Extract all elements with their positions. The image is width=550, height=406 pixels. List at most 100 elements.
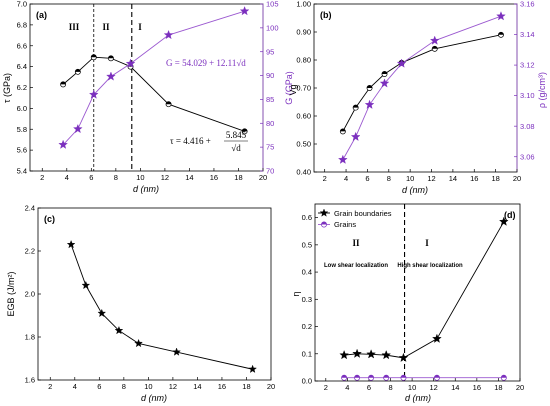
x-tick-label: 12 (427, 174, 435, 183)
data-point (498, 216, 509, 226)
x-tick-label: 4 (345, 383, 349, 392)
y2-tick-label: 3.14 (520, 30, 535, 39)
panel-c-label: (c) (44, 214, 55, 224)
data-point (81, 280, 91, 290)
x-tick-label: 2 (40, 173, 44, 182)
y2-tick-label: 3.08 (520, 122, 535, 131)
x-tick-label: 8 (122, 382, 126, 391)
x-tick-label: 14 (185, 173, 193, 182)
x-tick-label: 6 (365, 174, 369, 183)
data-point (500, 374, 507, 381)
data-point (114, 325, 124, 335)
y-tick-label: 0.40 (296, 168, 311, 177)
legend-marker-grain-boundaries (319, 208, 329, 217)
panel-a-label: (a) (36, 10, 47, 20)
y-tick-label: 1.8 (25, 333, 35, 342)
x-tick-label: 6 (89, 173, 93, 182)
x-tick-label: 10 (406, 174, 414, 183)
y-tick-label: 1.6 (25, 376, 35, 385)
data-point (496, 11, 506, 21)
x-tick-label: 2 (324, 383, 328, 392)
y2-tick-label: 80 (266, 119, 274, 128)
series-line (344, 221, 505, 359)
panel-d-region-i: I (425, 238, 429, 248)
x-tick-label: 14 (451, 383, 459, 392)
x-tick-label: 2 (323, 174, 327, 183)
x-tick-label: 16 (470, 174, 478, 183)
y2-tick-label: 3.16 (520, 0, 535, 9)
data-point (381, 350, 392, 360)
data-point (366, 85, 373, 91)
x-tick-label: 16 (218, 382, 226, 391)
y-tick-label: 0.70 (296, 84, 311, 93)
data-point (107, 55, 114, 62)
x-tick-label: 12 (161, 173, 169, 182)
panel-a-eq-g: G = 54.029 + 12.11√d (166, 58, 246, 68)
panel-a-region-ii: II (102, 22, 110, 32)
panel-a-eq-tau-den: √d (231, 143, 241, 153)
panel-a-y2label: G (GPa) (284, 71, 294, 105)
panel-c: 2 4 6 8 10 12 14 16 18 20 1.6 1.8 2.0 2.2 2.4 (c) EGB … (6, 204, 275, 403)
y-tick-label: 6.4 (17, 62, 27, 71)
panel-a-ylabel: τ (GPa) (2, 73, 12, 103)
data-point (163, 29, 174, 40)
y-tick-label: 0.60 (296, 112, 311, 121)
y-tick-label: 0.1 (302, 349, 312, 358)
y2-tick-label: 3.10 (520, 91, 535, 100)
x-tick-label: 4 (65, 173, 69, 182)
data-point (431, 45, 438, 52)
panel-a-eq-tau-prefix: τ = 4.416 + (170, 136, 211, 146)
y2-tick-label: 85 (266, 95, 274, 104)
data-point (241, 128, 248, 135)
y-tick-label: 0.80 (296, 56, 311, 65)
panel-c-xlabel: d (nm) (141, 393, 167, 403)
x-tick-label: 10 (408, 383, 416, 392)
y-tick-label: 6.8 (17, 20, 27, 29)
data-point (106, 71, 116, 81)
y-tick-label: 2.0 (25, 290, 35, 299)
y2-tick-label: 3.12 (520, 61, 535, 70)
x-tick-label: 12 (169, 382, 177, 391)
data-point (364, 99, 375, 109)
data-point (60, 81, 67, 88)
y-tick-label: 0.6 (302, 213, 312, 222)
data-point (248, 364, 257, 373)
y2-tick-label: 70 (266, 167, 274, 176)
y-tick-label: 0.3 (302, 295, 312, 304)
x-tick-label: 10 (136, 173, 144, 182)
y-tick-label: 0.5 (302, 240, 312, 249)
data-point (90, 54, 97, 61)
y2-tick-label: 105 (266, 0, 279, 9)
data-point (366, 349, 376, 359)
x-tick-label: 18 (494, 383, 502, 392)
x-tick-label: 12 (430, 383, 438, 392)
panel-d-xlabel: d (nm) (405, 393, 431, 403)
y-tick-label: 0.2 (302, 322, 312, 331)
legend-marker-grains (321, 221, 327, 228)
y-tick-label: 6.6 (17, 41, 27, 50)
panel-b-xlabel: d (nm) (402, 185, 428, 195)
data-point (338, 154, 348, 164)
data-point (498, 31, 504, 38)
x-tick-label: 18 (234, 173, 242, 182)
series-line (70, 244, 253, 370)
panel-a-eq-tau-num: 5.845 (226, 130, 247, 140)
data-point (398, 352, 409, 362)
data-point (383, 374, 390, 381)
y2-tick-label: 100 (266, 23, 279, 32)
panel-d-region-ii: II (352, 238, 360, 248)
panel-c-frame (37, 207, 272, 381)
x-tick-label: 20 (267, 382, 275, 391)
data-point (165, 101, 172, 108)
panel-b: 2 4 6 8 10 12 14 16 18 20 0.40 0.50 0.60 0.70 0.80 0.90… (288, 0, 547, 195)
panel-a: 2 4 6 8 10 12 14 16 18 20 5.4 5.6 5.8 6.0 6.2 6.4 6.6 6.8… (2, 0, 294, 194)
y2-tick-label: 3.06 (520, 152, 535, 161)
panel-d: 2 4 6 8 10 12 14 16 18 20 0.0 0.1 0.2 0.3 0.4 0.5 0.6 (d… (291, 203, 524, 403)
data-point (354, 374, 361, 381)
panel-b-ylabel: Vg (288, 84, 298, 95)
series-line (62, 10, 245, 146)
data-point (339, 128, 346, 135)
y-tick-label: 0.90 (296, 28, 311, 37)
series-line (62, 56, 245, 132)
x-tick-label: 8 (114, 173, 118, 182)
